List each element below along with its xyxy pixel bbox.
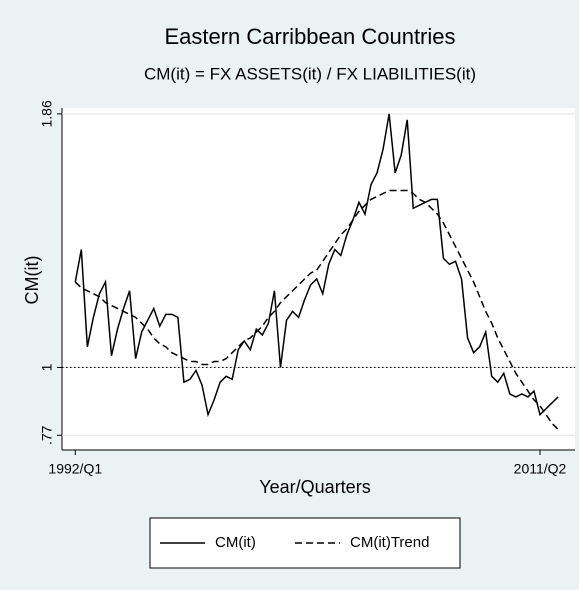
chart-title: Eastern Carribbean Countries: [164, 24, 455, 49]
y-tick-label: .77: [39, 425, 55, 445]
legend-label: CM(it): [215, 534, 256, 551]
x-tick-label: 1992/Q1: [48, 461, 102, 477]
x-axis-title: Year/Quarters: [259, 477, 370, 497]
chart-subtitle: CM(it) = FX ASSETS(it) / FX LIABILITIES(…: [144, 64, 476, 83]
series-line: [74, 113, 559, 418]
y-tick-label: 1.86: [39, 100, 55, 127]
legend-label: CM(it)Trend: [350, 534, 429, 551]
y-axis-title: CM(it): [22, 256, 42, 305]
series-line: [74, 189, 559, 430]
x-tick-label: 2011/Q2: [514, 461, 567, 477]
y-tick-label: 1: [39, 363, 55, 371]
plot-area: [62, 108, 575, 450]
